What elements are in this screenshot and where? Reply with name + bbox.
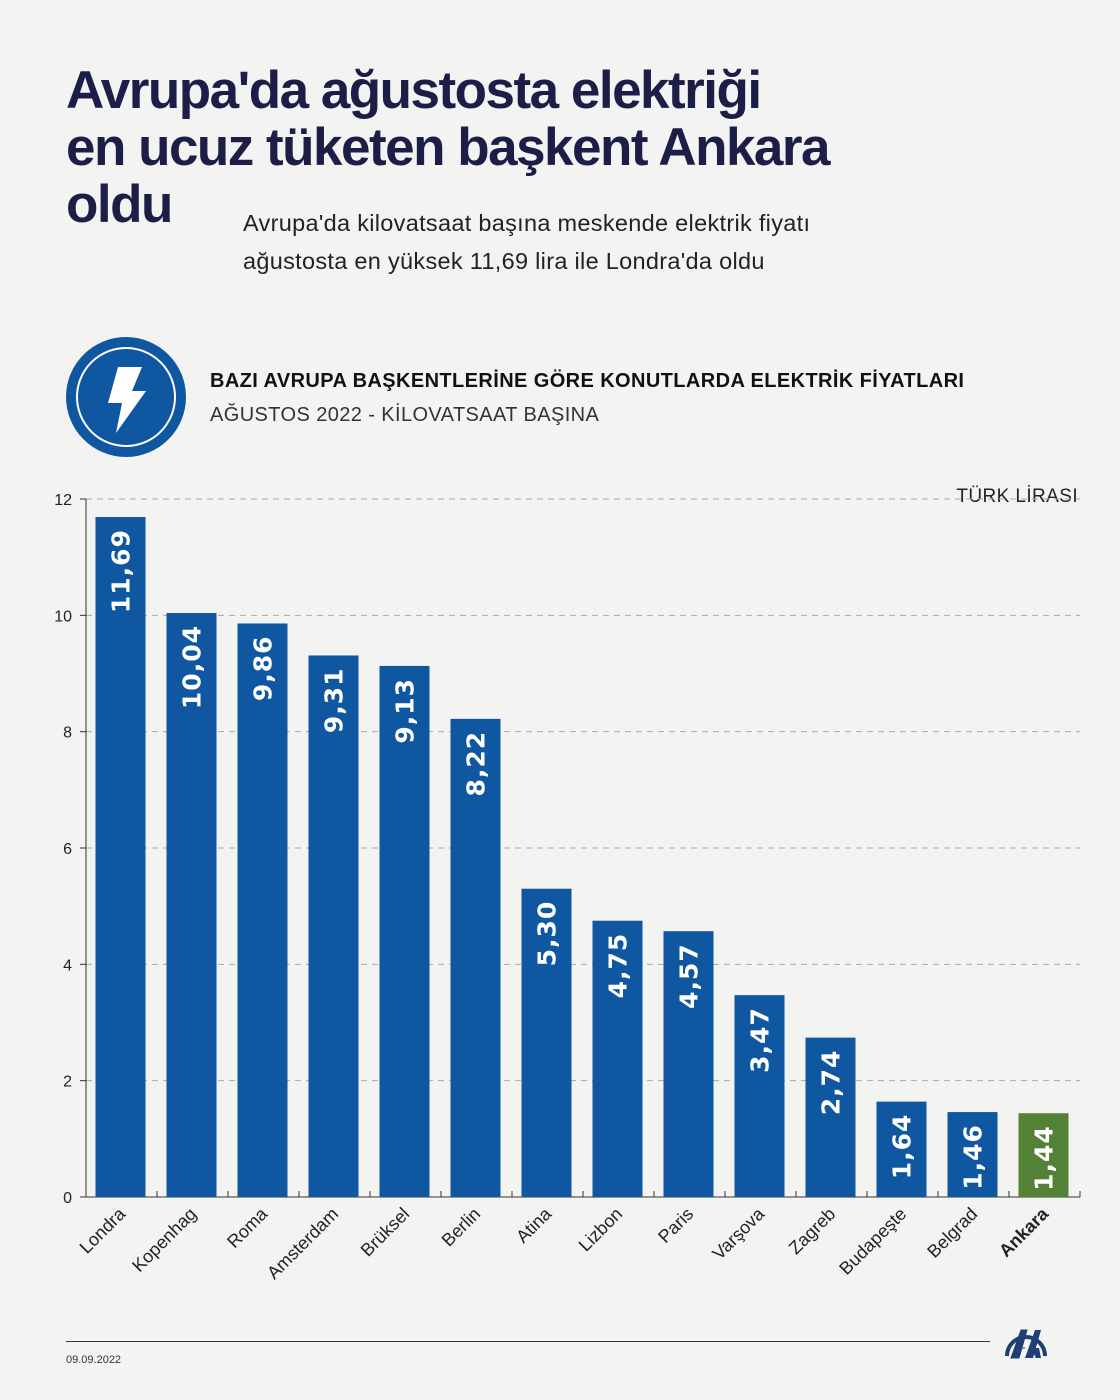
title-line: en ucuz tüketen başkent Ankara <box>66 118 831 177</box>
aa-logo <box>1005 1329 1047 1359</box>
bar-value-label: 1,44 <box>1030 1125 1059 1191</box>
x-category-label: Paris <box>654 1204 697 1247</box>
bar-value-label: 4,57 <box>675 943 704 1009</box>
bar-value-label: 2,74 <box>817 1050 846 1116</box>
x-category-label: Brüksel <box>357 1204 414 1261</box>
y-tick-label: 4 <box>63 957 72 974</box>
bar <box>1018 1113 1069 1197</box>
x-category-label: Varşova <box>708 1203 769 1264</box>
chart-title: BAZI AVRUPA BAŞKENTLERİNE GÖRE KONUTLARD… <box>210 370 965 392</box>
bar-chart: 0 2 4 6 8 10 12 11,69 Londra 10,04 Kopenhag 9,86 Rom… <box>54 492 1081 1283</box>
x-category-label: Budapeşte <box>835 1204 910 1279</box>
y-tick-label: 12 <box>54 492 72 509</box>
footer-divider <box>66 1341 990 1342</box>
unit-label: TÜRK LİRASI <box>956 486 1078 507</box>
chart-subtitle: AĞUSTOS 2022 - KİLOVATSAAT BAŞINA <box>210 404 600 426</box>
x-category-label: Ankara <box>995 1203 1053 1261</box>
bar-value-label: 1,46 <box>959 1124 988 1190</box>
bar-value-label: 1,64 <box>888 1114 917 1180</box>
title-line: oldu <box>66 175 173 234</box>
bar-value-label: 10,04 <box>178 625 207 709</box>
subtitle: Avrupa'da kilovatsaat başına meskende el… <box>243 210 811 274</box>
x-category-label: Atina <box>512 1203 556 1247</box>
bar <box>876 1101 927 1197</box>
bar <box>379 665 430 1197</box>
y-tick-label: 10 <box>54 608 72 625</box>
bar <box>734 995 785 1197</box>
x-category-label: Belgrad <box>923 1204 981 1262</box>
bar-value-label: 11,69 <box>107 529 136 613</box>
bar-value-label: 8,22 <box>462 731 491 797</box>
bar <box>521 888 572 1197</box>
page-title: Avrupa'da ağustosta elektriği en ucuz tü… <box>66 61 831 234</box>
bar <box>663 931 714 1197</box>
bar <box>95 517 146 1197</box>
bar-value-label: 4,75 <box>604 933 633 999</box>
bar-value-label: 9,13 <box>391 678 420 744</box>
x-category-label: Roma <box>223 1203 272 1252</box>
bar-value-label: 5,30 <box>533 901 562 967</box>
bar <box>592 920 643 1197</box>
x-category-label: Zagreb <box>785 1204 839 1258</box>
y-tick-label: 6 <box>63 841 72 858</box>
bar-value-label: 9,86 <box>249 635 278 701</box>
y-tick-label: 0 <box>63 1190 72 1207</box>
x-category-label: Kopenhag <box>128 1204 200 1276</box>
bar <box>805 1037 856 1197</box>
x-category-label: Lizbon <box>575 1204 627 1256</box>
x-category-label: Berlin <box>438 1204 485 1251</box>
bar <box>237 623 288 1197</box>
bar <box>947 1112 998 1197</box>
x-category-label: Londra <box>76 1203 130 1257</box>
y-tick-label: 8 <box>63 725 72 742</box>
bar <box>166 613 217 1197</box>
y-tick-label: 2 <box>63 1074 72 1091</box>
title-line: Avrupa'da ağustosta elektriği <box>66 61 762 120</box>
bar <box>450 718 501 1197</box>
bar <box>308 655 359 1197</box>
x-category-label: Amsterdam <box>263 1204 342 1283</box>
footer-date: 09.09.2022 <box>66 1354 122 1366</box>
lightning-bolt-icon <box>66 337 186 457</box>
bar-value-label: 3,47 <box>746 1007 775 1073</box>
bar-value-label: 9,31 <box>320 667 349 733</box>
